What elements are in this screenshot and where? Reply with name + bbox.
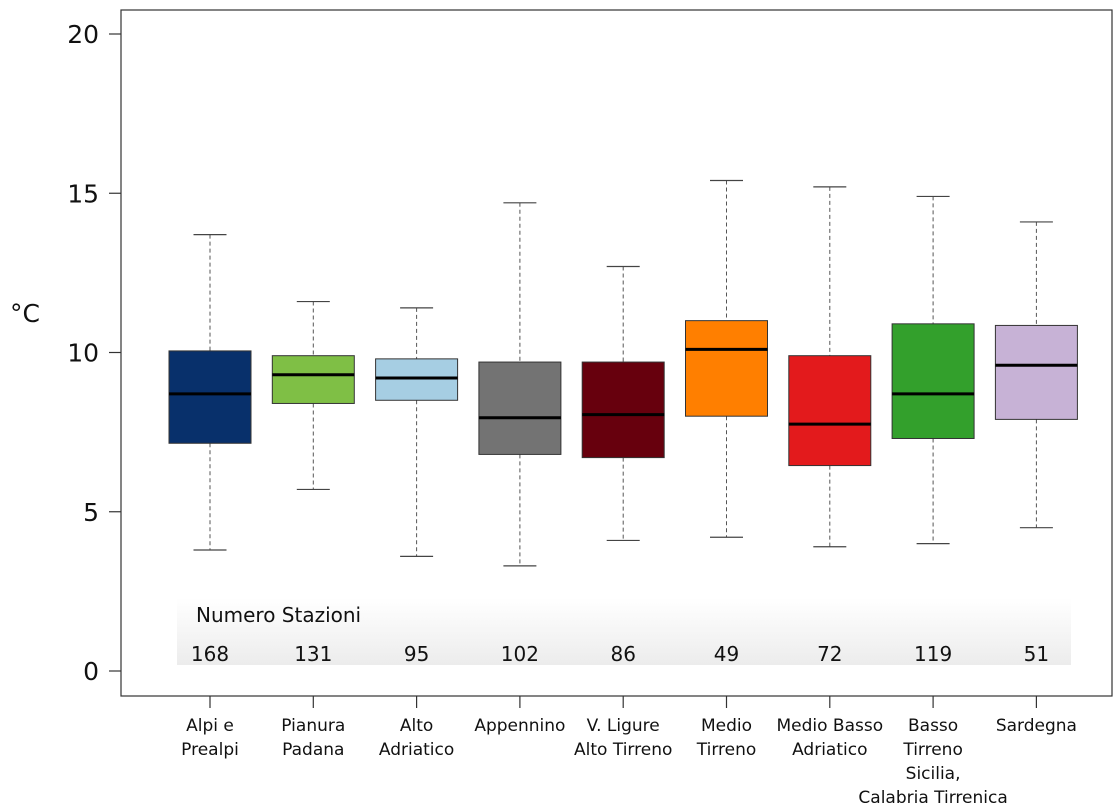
iqr-box xyxy=(891,323,975,439)
category-label: Appennino xyxy=(474,716,565,736)
y-tick-label: 10 xyxy=(67,339,99,368)
iqr-box xyxy=(685,320,768,417)
y-tick-label: 15 xyxy=(67,179,99,208)
station-count: 51 xyxy=(1024,642,1049,666)
iqr-box xyxy=(168,350,252,444)
station-count: 102 xyxy=(501,642,539,666)
category-label: Medio Basso Adriatico xyxy=(776,716,883,760)
category-label: Medio Tirreno xyxy=(696,716,757,760)
box-group: 86 xyxy=(581,265,665,666)
box-group: 119 xyxy=(891,195,975,666)
category-label: Basso Tirreno Sicilia, Calabria Tirrenica xyxy=(858,716,1007,808)
station-count: 86 xyxy=(610,642,635,666)
category-label: Sardegna xyxy=(996,716,1077,736)
box-group: 51 xyxy=(994,221,1078,666)
stations-title: Numero Stazioni xyxy=(196,603,361,627)
x-axis: Alpi e Prealpi Pianura Padana Alto Adriatico A… xyxy=(181,696,1077,808)
category-label: Pianura Padana xyxy=(281,716,345,760)
stations-band xyxy=(177,598,1071,665)
iqr-box xyxy=(581,361,665,459)
station-count: 119 xyxy=(914,642,952,666)
box-group: 168 xyxy=(168,234,252,666)
y-tick-label: 5 xyxy=(83,498,99,527)
station-count: 95 xyxy=(404,642,429,666)
box-group: 131 xyxy=(271,300,355,666)
station-count: 131 xyxy=(294,642,332,666)
y-tick-label: 20 xyxy=(67,20,99,49)
boxes-layer: 168 131 95 102 86 49 72 119 51 xyxy=(168,179,1078,666)
box-group: 72 xyxy=(788,186,872,666)
category-label: Alpi e Prealpi xyxy=(181,716,239,760)
iqr-box xyxy=(994,324,1078,420)
box-group: 95 xyxy=(375,307,459,666)
iqr-box xyxy=(788,355,872,467)
box-group: 49 xyxy=(685,179,768,666)
iqr-box xyxy=(375,358,459,401)
category-label: V. Ligure Alto Tirreno xyxy=(574,716,672,760)
iqr-box xyxy=(271,355,355,404)
station-count: 49 xyxy=(714,642,739,666)
y-tick-label: 0 xyxy=(83,657,99,686)
iqr-box xyxy=(478,361,562,455)
station-count: 72 xyxy=(817,642,842,666)
box-group: 102 xyxy=(478,202,562,666)
station-count: 168 xyxy=(191,642,229,666)
category-label: Alto Adriatico xyxy=(379,716,454,760)
y-axis: 0 5 10 15 20 xyxy=(67,20,121,686)
y-axis-label: °C xyxy=(10,299,40,328)
